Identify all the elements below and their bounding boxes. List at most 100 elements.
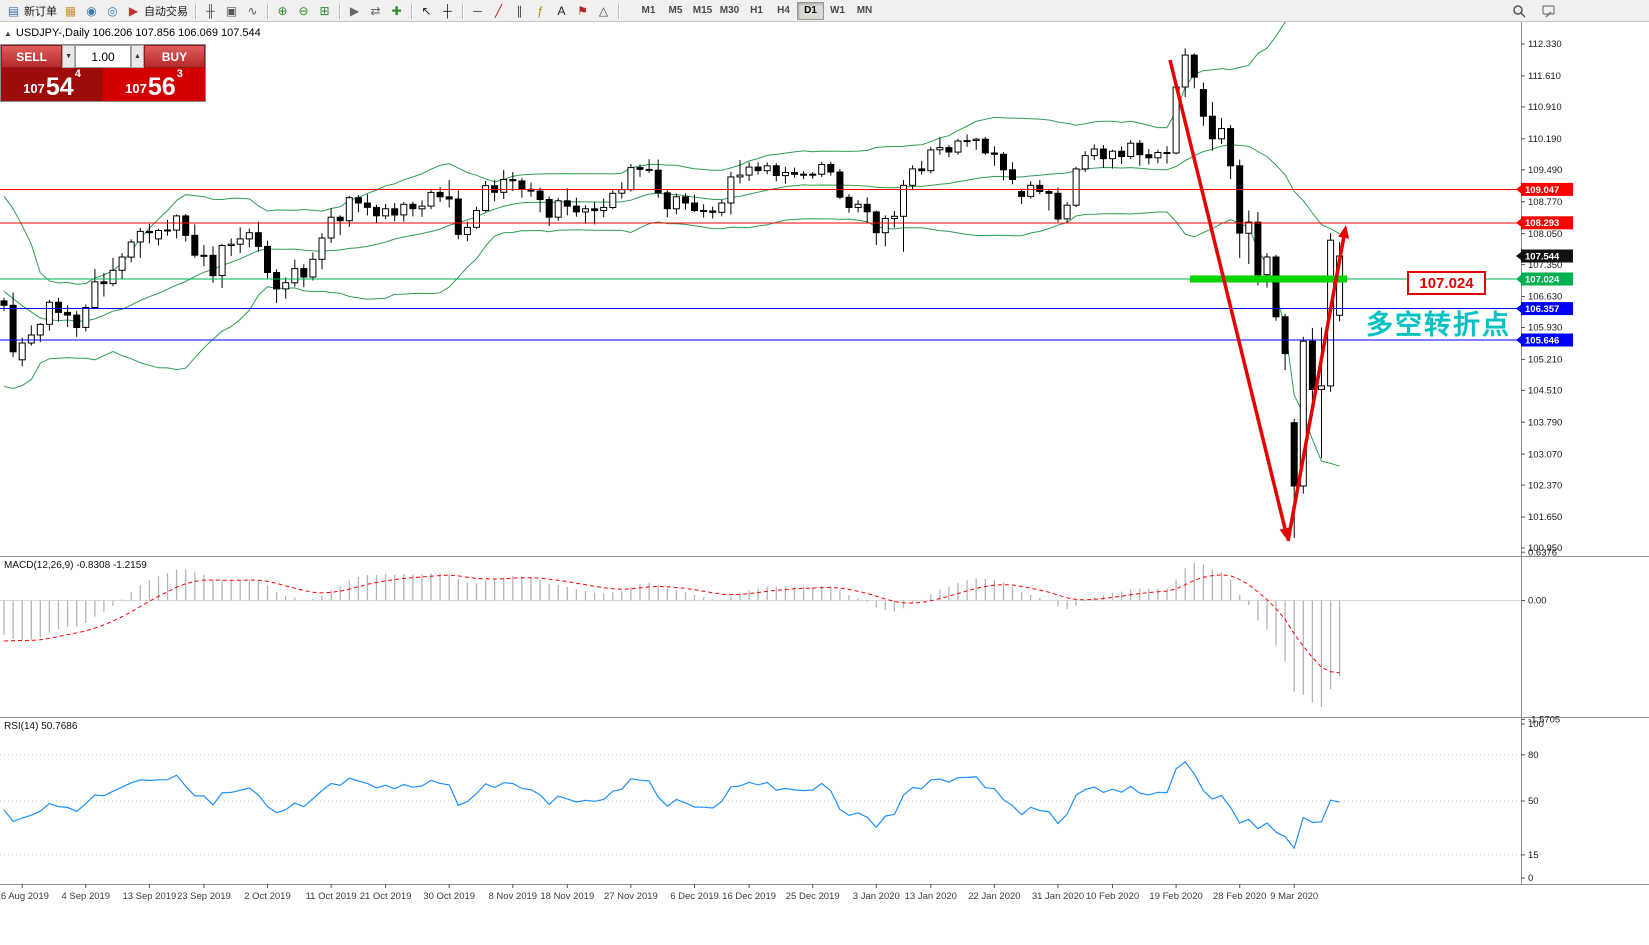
svg-text:23 Sep 2019: 23 Sep 2019 — [177, 891, 231, 902]
support-zone — [1190, 275, 1347, 283]
sell-price-pip: 4 — [74, 68, 81, 80]
svg-text:28 Feb 2020: 28 Feb 2020 — [1213, 891, 1266, 902]
chart-canvas[interactable]: 多空转折点 107.024 112.330 111.610 110.910 110.190… — [0, 22, 1649, 908]
timeframe-h4-button[interactable]: H4 — [777, 5, 790, 16]
timeframe-m1-button[interactable]: M1 — [641, 5, 656, 16]
svg-text:3 Jan 2020: 3 Jan 2020 — [853, 891, 900, 902]
shapes-icon: △ — [598, 3, 609, 18]
text-icon: A — [557, 3, 566, 18]
buy-price[interactable]: 107 56 3 — [103, 68, 205, 101]
svg-text:0: 0 — [1528, 873, 1533, 884]
svg-text:103.070: 103.070 — [1528, 449, 1562, 460]
toolbar-separator — [618, 2, 619, 19]
buy-button[interactable]: BUY — [143, 45, 205, 68]
one-click-trading-panel: SELL ▼ ▲ BUY 107 54 4 107 56 3 — [0, 44, 206, 102]
chart-window-button[interactable]: ▦ — [60, 1, 81, 21]
trendline-button[interactable]: ╱ — [488, 1, 509, 21]
volume-increase-button[interactable]: ▲ — [131, 45, 144, 68]
zoom-out-button[interactable]: ⊖ — [293, 1, 314, 21]
toolbar-separator — [411, 2, 412, 19]
svg-text:109.047: 109.047 — [1525, 185, 1559, 196]
bar-chart-mode-button[interactable]: ╫ — [200, 1, 221, 21]
price-scale-tags: 109.047 108.293 107.544 107.024 106.357 105.6… — [1516, 182, 1573, 347]
auto-scroll-button[interactable]: ▶ — [344, 1, 365, 21]
toolbar-right — [1508, 0, 1560, 22]
svg-text:26 Aug 2019: 26 Aug 2019 — [0, 891, 49, 902]
svg-text:104.510: 104.510 — [1528, 386, 1562, 397]
timeframe-d1-button[interactable]: D1 — [797, 1, 824, 20]
equidistant-channel-button[interactable]: ∥ — [509, 1, 530, 21]
fibonacci-icon: ƒ — [537, 3, 544, 18]
candlestick-mode-button[interactable]: ▣ — [221, 1, 242, 21]
volume-decrease-button[interactable]: ▼ — [62, 45, 75, 68]
line-chart-mode-button[interactable]: ∿ — [242, 1, 263, 21]
svg-text:6 Dec 2019: 6 Dec 2019 — [670, 891, 719, 902]
text-label-button[interactable]: ⚑ — [572, 1, 593, 21]
sell-button[interactable]: SELL — [1, 45, 63, 68]
fibonacci-button[interactable]: ƒ — [530, 1, 551, 21]
chart-window[interactable]: 多空转折点 107.024 112.330 111.610 110.910 110.190… — [0, 22, 1649, 945]
auto-trading-button[interactable]: ▶ 自动交易 — [123, 1, 191, 21]
bollinger-bands — [3, 22, 1340, 467]
auto-scroll-icon: ▶ — [349, 3, 360, 18]
pane-separators — [0, 22, 1649, 885]
timeframe-mn-button[interactable]: MN — [856, 5, 873, 16]
svg-text:108.293: 108.293 — [1525, 218, 1559, 229]
message-pencil-icon — [1542, 4, 1555, 18]
svg-text:101.650: 101.650 — [1528, 512, 1562, 523]
sell-price[interactable]: 107 54 4 — [1, 68, 103, 101]
candles-layer — [0, 48, 1344, 538]
main-toolbar: ▤ 新订单 ▦ ◉ ◎ ▶ 自动交易 ╫ ▣ ∿ ⊕ ⊖ ⊞ ▶ ⇄ ✚ ↖ ┼ ─ ╱ ∥ ƒ A ⚑ △ M1 M5 M15 M3… — [0, 0, 1649, 22]
rsi-scale: 100 80 50 15 0 — [1521, 719, 1544, 884]
crosshair-button[interactable]: ┼ — [437, 1, 458, 21]
search-button[interactable] — [1508, 1, 1529, 21]
panel-collapse-icon[interactable]: ▲ — [4, 28, 12, 38]
svg-text:106.630: 106.630 — [1528, 292, 1562, 303]
svg-text:0.00: 0.00 — [1528, 596, 1547, 607]
cursor-button[interactable]: ↖ — [416, 1, 437, 21]
sell-price-main: 107 — [23, 81, 45, 96]
price-callout-box — [1407, 271, 1486, 295]
volume-input[interactable] — [75, 45, 131, 68]
svg-text:13 Jan 2020: 13 Jan 2020 — [905, 891, 957, 902]
auto-trading-label: 自动交易 — [144, 5, 188, 18]
turning-point-annotation: 多空转折点 — [1366, 309, 1511, 340]
svg-text:105.210: 105.210 — [1528, 355, 1562, 366]
horizontal-line-icon: ─ — [473, 3, 482, 18]
shapes-button[interactable]: △ — [593, 1, 614, 21]
svg-text:110.910: 110.910 — [1528, 102, 1562, 113]
trend-arrow-up-icon — [1286, 225, 1350, 542]
timeframe-m15-button[interactable]: M15 — [692, 5, 713, 16]
text-label-icon: ⚑ — [577, 3, 588, 18]
community-button[interactable]: ◎ — [102, 1, 123, 21]
macd-scale: 0.6376 0.00 -1.5705 — [1521, 547, 1560, 726]
profiles-button[interactable]: ◉ — [81, 1, 102, 21]
svg-text:107.350: 107.350 — [1528, 260, 1562, 271]
timeframe-m5-button[interactable]: M5 — [668, 5, 683, 16]
chart-shift-icon: ⇄ — [370, 3, 381, 18]
timeframe-h1-button[interactable]: H1 — [750, 5, 763, 16]
chart-window-icon: ▦ — [64, 3, 77, 18]
main-chart-pane: 多空转折点 107.024 — [0, 22, 1521, 542]
new-chart-button[interactable]: ✚ — [386, 1, 407, 21]
timeframe-m30-button[interactable]: M30 — [719, 5, 740, 16]
quick-message-button[interactable] — [1539, 1, 1560, 21]
grid-button[interactable]: ⊞ — [314, 1, 335, 21]
cursor-icon: ↖ — [421, 3, 432, 18]
svg-text:-1.5705: -1.5705 — [1528, 715, 1560, 726]
chart-shift-button[interactable]: ⇄ — [365, 1, 386, 21]
svg-text:100: 100 — [1528, 719, 1544, 730]
line-chart-mode-icon: ∿ — [247, 3, 258, 18]
zoom-in-button[interactable]: ⊕ — [272, 1, 293, 21]
svg-text:111.610: 111.610 — [1528, 71, 1561, 82]
buy-price-big: 56 — [147, 73, 176, 101]
time-scale: 26 Aug 2019 4 Sep 2019 13 Sep 2019 23 Sep 2… — [0, 884, 1318, 902]
timeframe-w1-button[interactable]: W1 — [830, 5, 845, 16]
svg-text:112.330: 112.330 — [1528, 39, 1562, 50]
timeframe-toolbar: M1 M5 M15 M30 H1 H4 D1 W1 MN — [635, 0, 878, 22]
svg-text:80: 80 — [1528, 750, 1539, 761]
text-button[interactable]: A — [551, 1, 572, 21]
svg-text:105.930: 105.930 — [1528, 323, 1562, 334]
horizontal-line-button[interactable]: ─ — [467, 1, 488, 21]
new-order-button[interactable]: ▤ 新订单 — [3, 1, 60, 21]
